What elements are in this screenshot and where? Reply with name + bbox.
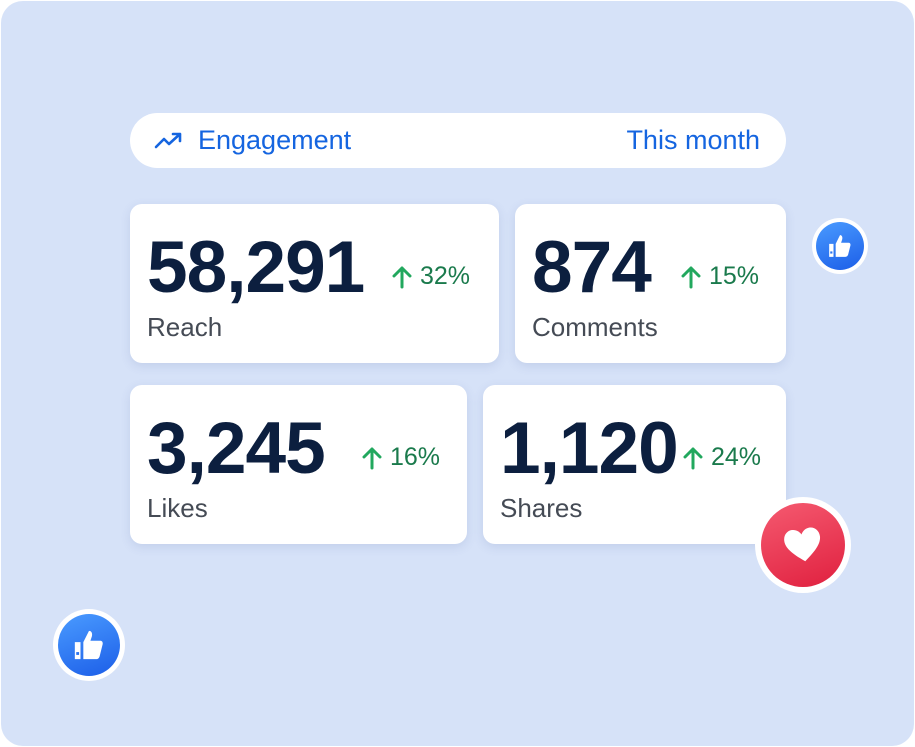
metric-label: Likes [147,493,208,523]
arrow-up-icon [683,447,703,469]
heart-icon [784,527,821,562]
metric-card-comments: 874 15% Comments [515,204,786,363]
trending-up-icon [154,132,182,148]
period-selector[interactable]: This month [626,125,760,155]
arrow-up-icon [362,447,382,469]
metric-change: 32% [392,262,470,291]
metric-value: 874 [532,227,652,308]
like-badge [812,218,868,274]
metric-change: 24% [683,443,761,472]
metric-value: 58,291 [147,227,365,308]
thumbs-up-icon [74,630,103,660]
metric-card-shares: 1,120 24% Shares [483,385,786,544]
metric-value: 3,245 [147,408,326,489]
change-text: 32% [420,262,471,290]
metric-label: Shares [500,493,583,523]
metric-change: 16% [362,443,440,472]
arrow-up-icon [392,266,412,288]
engagement-header: Engagement This month [130,113,786,168]
header-title: Engagement [198,125,352,155]
thumbs-up-icon [829,235,851,257]
metric-change: 15% [681,262,759,291]
metric-card-reach: 58,291 32% Reach [130,204,499,363]
metric-label: Comments [532,312,658,342]
arrow-up-icon [681,266,701,288]
change-text: 15% [709,262,760,290]
change-text: 24% [711,443,762,471]
metric-card-likes: 3,245 16% Likes [130,385,467,544]
like-badge-bottom [53,609,125,681]
metric-value: 1,120 [500,408,679,489]
heart-badge [755,497,851,593]
metric-label: Reach [147,312,223,342]
change-text: 16% [390,443,441,471]
